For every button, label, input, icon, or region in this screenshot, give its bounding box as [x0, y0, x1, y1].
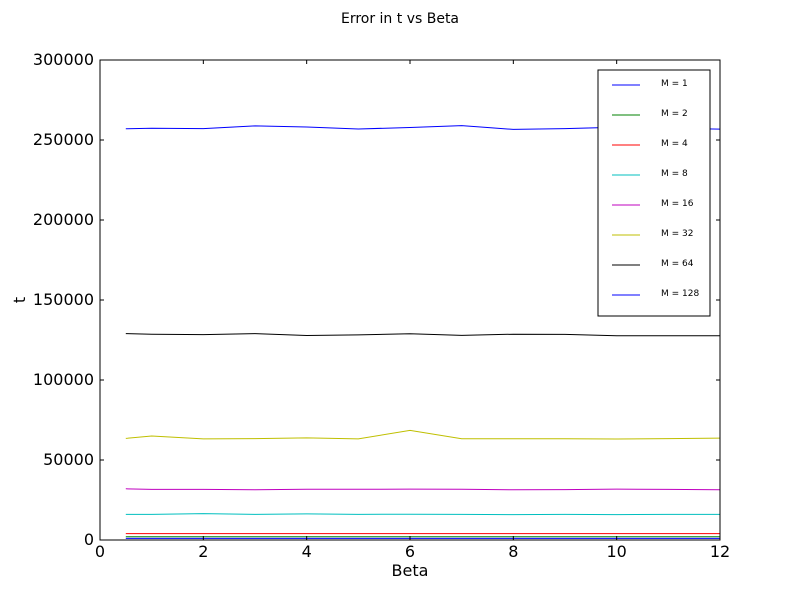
- legend-box: [597, 69, 711, 317]
- legend-label: M = 32: [661, 229, 693, 239]
- x-tick-label: 8: [508, 542, 518, 561]
- y-axis-label: t: [10, 297, 29, 303]
- x-tick-label: 2: [198, 542, 208, 561]
- legend-label: M = 16: [661, 199, 694, 209]
- chart-title: Error in t vs Beta: [341, 11, 459, 27]
- y-tick-label: 250000: [33, 130, 94, 149]
- x-tick-label: 0: [95, 542, 105, 561]
- y-axis: 0 50000 100000 150000 200000 250000 300000: [33, 50, 720, 549]
- legend-label: M = 4: [661, 139, 688, 149]
- x-axis: 0 2 4 6 8 10 12: [95, 60, 730, 561]
- series-line-4: [125, 488, 721, 491]
- x-tick-label: 4: [302, 542, 312, 561]
- y-tick-label: 150000: [33, 290, 94, 309]
- legend-label: M = 8: [661, 169, 688, 179]
- series-line-5: [125, 429, 721, 440]
- x-tick-label: 12: [710, 542, 730, 561]
- series-line-6: [125, 333, 720, 337]
- x-axis-label: Beta: [392, 561, 429, 580]
- legend: M = 1 M = 2 M = 4 M = 8 M = 16 M = 32 M = 64 M …: [597, 69, 711, 317]
- x-tick-label: 10: [606, 542, 626, 561]
- legend-label: M = 64: [661, 259, 694, 269]
- y-tick-label: 50000: [43, 450, 94, 469]
- y-tick-label: 200000: [33, 210, 94, 229]
- y-tick-label: 100000: [33, 370, 94, 389]
- legend-label: M = 2: [661, 109, 688, 119]
- y-tick-label: 0: [84, 530, 94, 549]
- legend-label: M = 1: [661, 79, 688, 89]
- y-tick-label: 300000: [33, 50, 94, 69]
- series-line-3: [125, 513, 720, 516]
- legend-label: M = 128: [661, 289, 699, 299]
- x-tick-label: 6: [405, 542, 415, 561]
